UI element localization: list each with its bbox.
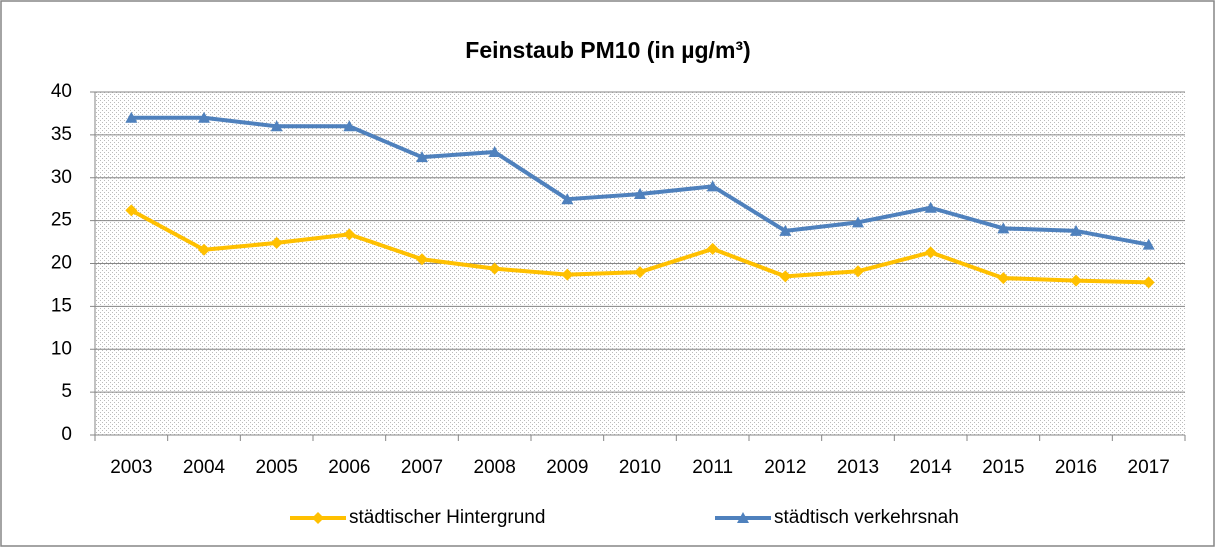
marker [997,272,1010,285]
marker [561,193,574,205]
y-tick-label: 10 [51,338,72,359]
marker [1070,274,1082,287]
marker [125,204,138,217]
marker [416,253,428,266]
marker [198,111,210,123]
marker [706,242,719,255]
x-tick-label: 2004 [183,457,226,478]
x-tick-label: 2005 [256,457,298,478]
marker [270,120,283,132]
x-tick-label: 2009 [546,457,588,478]
y-tick-label: 30 [51,167,72,188]
marker [343,120,356,132]
x-tick-label: 2008 [474,457,516,478]
legend-label: städtisch verkehrsnah [774,507,959,528]
marker [343,228,356,241]
chart-title: Feinstaub PM10 (in µg/m³) [465,37,750,63]
marker [198,243,210,256]
x-tick-label: 2017 [1128,457,1170,478]
marker [561,268,574,281]
marker [634,188,646,200]
y-tick-label: 0 [61,424,72,445]
marker [1142,238,1155,250]
y-tick-label: 40 [51,81,72,102]
x-tick-label: 2010 [619,457,661,478]
x-tick-label: 2013 [837,457,879,478]
marker [1142,276,1155,289]
x-tick-label: 2007 [401,457,443,478]
marker [488,262,501,275]
marker [1070,224,1082,236]
marker [852,216,864,228]
marker [779,270,792,283]
marker [924,201,937,213]
x-tick-label: 2006 [328,457,370,478]
marker [488,146,501,158]
x-tick-label: 2011 [692,457,733,478]
x-tick-label: 2012 [764,457,806,478]
y-tick-label: 35 [51,124,72,145]
x-tick-label: 2014 [910,457,953,478]
marker [634,266,646,279]
y-tick-label: 25 [51,210,72,231]
marker [312,512,324,524]
marker [416,151,428,163]
y-tick-label: 20 [51,253,72,274]
marker [706,180,719,192]
y-tick-label: 15 [51,295,72,316]
y-tick-label: 5 [61,381,72,402]
x-tick-label: 2016 [1055,457,1097,478]
x-tick-label: 2015 [982,457,1024,478]
marker [737,512,749,523]
marker [125,111,138,123]
marker [852,265,864,278]
x-tick-label: 2003 [110,457,152,478]
marker [924,246,937,259]
marker [270,236,283,249]
marker [997,222,1010,234]
marker [779,224,792,236]
legend-label: städtischer Hintergrund [349,507,545,528]
